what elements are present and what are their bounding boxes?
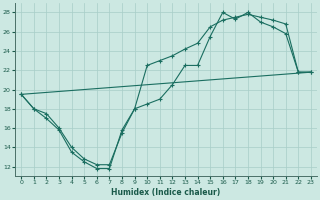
X-axis label: Humidex (Indice chaleur): Humidex (Indice chaleur)	[111, 188, 221, 197]
